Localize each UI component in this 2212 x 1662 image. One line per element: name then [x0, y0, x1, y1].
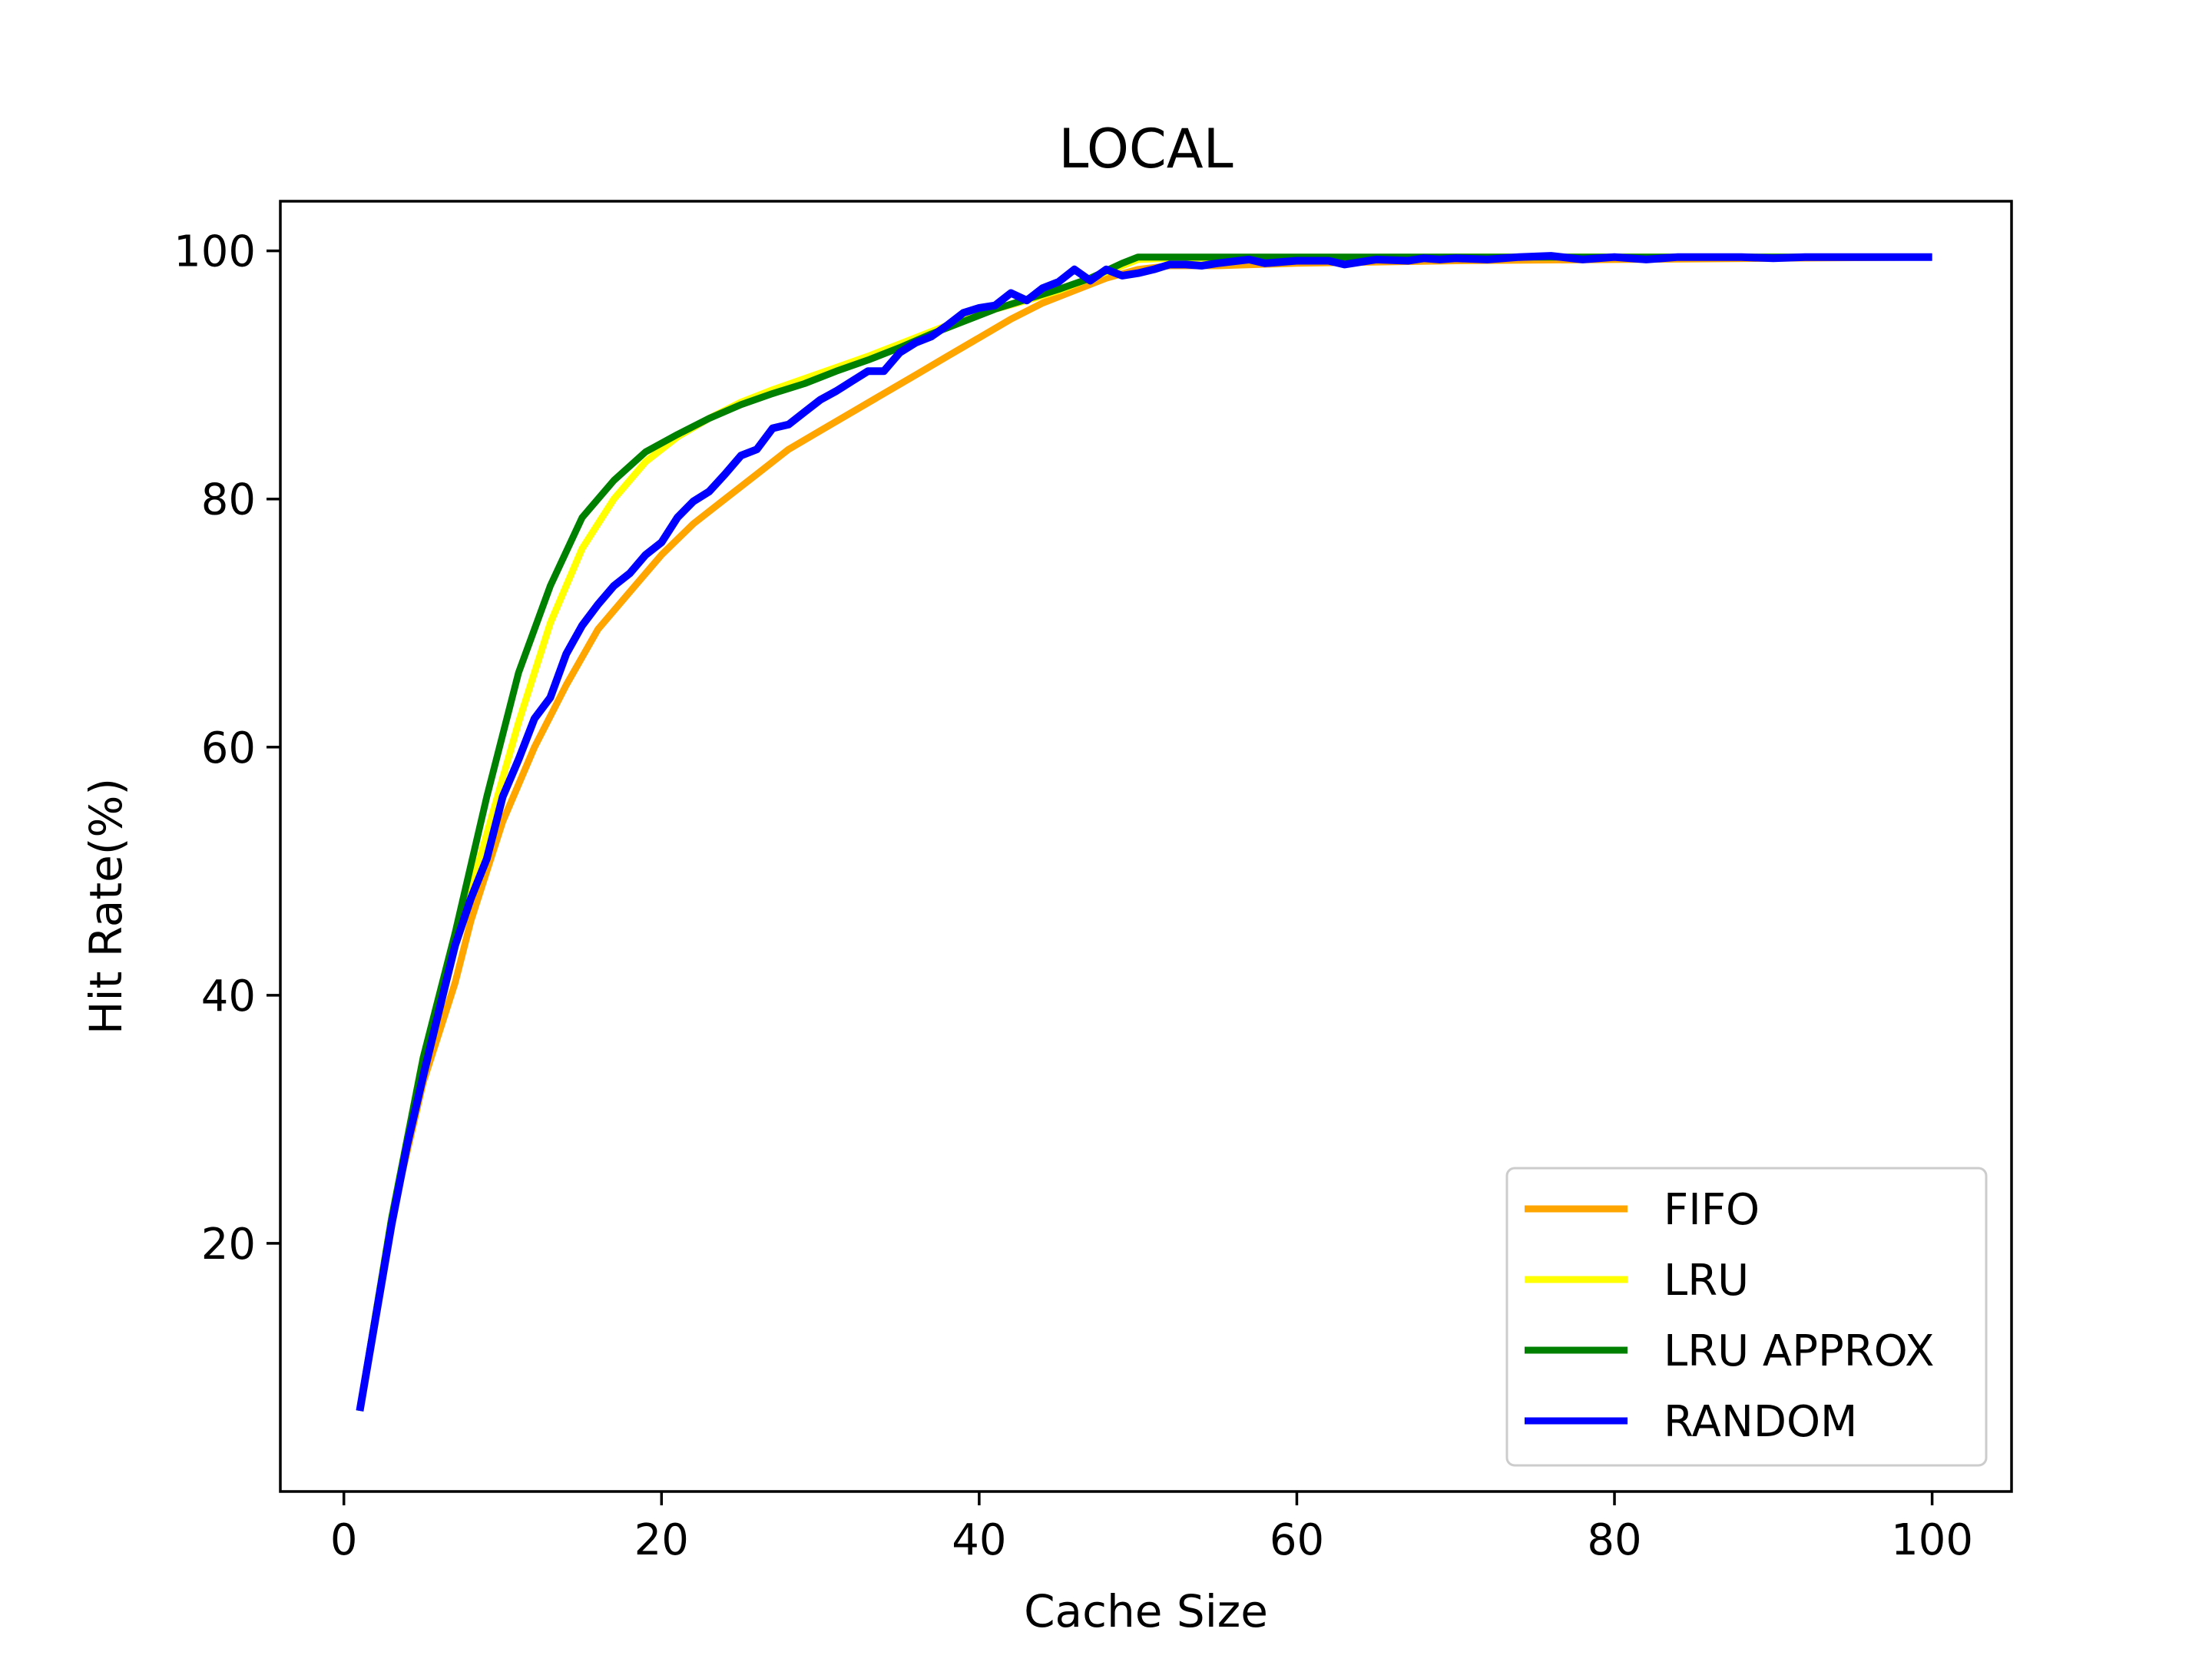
y-tick-label: 20 — [201, 1220, 256, 1270]
x-axis-label: Cache Size — [1024, 1585, 1268, 1637]
x-tick-label: 20 — [634, 1515, 689, 1565]
y-tick-label: 60 — [201, 723, 256, 773]
x-tick-label: 80 — [1587, 1515, 1641, 1565]
legend-label-lru: LRU — [1664, 1256, 1749, 1306]
y-axis-label: Hit Rate(%) — [80, 778, 132, 1035]
series-line-random — [356, 252, 1932, 1412]
y-tick-label: 100 — [174, 227, 256, 277]
series-lines — [356, 252, 1932, 1412]
x-tick-label: 100 — [1891, 1515, 1973, 1565]
series-line-lru-approx — [356, 253, 1932, 1412]
y-tick-label: 80 — [201, 475, 256, 525]
legend-label-fifo: FIFO — [1664, 1185, 1760, 1235]
x-tick-label: 40 — [952, 1515, 1006, 1565]
y-tick-label: 40 — [201, 972, 256, 1021]
y-axis: 20 40 60 80 100 — [174, 227, 280, 1270]
x-tick-label: 60 — [1270, 1515, 1324, 1565]
legend-label-lru-approx: LRU APPROX — [1664, 1326, 1935, 1376]
chart-title: LOCAL — [1058, 118, 1233, 180]
legend: FIFO LRU LRU APPROX RANDOM — [1505, 1167, 1988, 1467]
legend-label-random: RANDOM — [1664, 1397, 1857, 1447]
plot-frame — [279, 200, 2013, 1493]
legend-box — [1505, 1167, 1988, 1467]
x-axis: 0 20 40 60 80 100 — [330, 1491, 1973, 1565]
x-tick-label: 0 — [330, 1515, 358, 1565]
